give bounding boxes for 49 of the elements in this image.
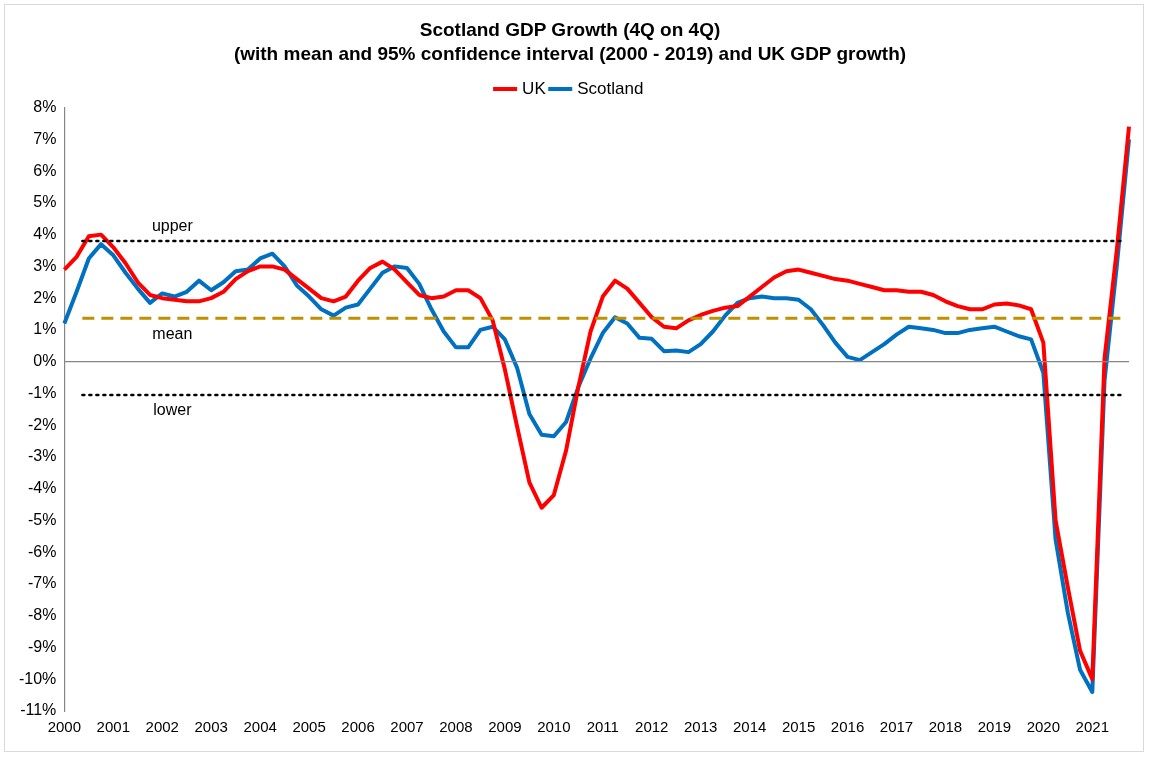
- x-tick-label: 2006: [341, 718, 375, 736]
- x-tick-label: 2013: [684, 718, 718, 736]
- ref-line-label: upper: [151, 217, 194, 235]
- x-tick-label: 2014: [732, 718, 767, 736]
- x-tick-label: 2000: [47, 718, 82, 736]
- y-tick-label: -3%: [27, 447, 57, 465]
- y-tick-label: -7%: [27, 574, 57, 592]
- x-tick-label: 2016: [830, 718, 865, 736]
- ref-line-label: lower: [153, 401, 193, 419]
- ref-line-label: mean: [152, 324, 193, 342]
- y-tick-label: -1%: [27, 383, 57, 401]
- x-tick-label: 2012: [635, 718, 669, 736]
- y-tick-label: -6%: [27, 542, 57, 560]
- y-tick-label: 5%: [33, 193, 57, 211]
- x-tick-label: 2017: [879, 718, 914, 736]
- y-tick-label: -2%: [27, 415, 57, 433]
- legend-label: Scotland: [577, 78, 644, 98]
- legend-label: UK: [522, 78, 547, 98]
- y-tick-label: 6%: [33, 161, 57, 179]
- x-tick-label: 2018: [928, 718, 963, 736]
- y-tick-label: 0%: [33, 352, 57, 370]
- chart-title: Scotland GDP Growth (4Q on 4Q): [419, 18, 721, 40]
- x-tick-label: 2019: [977, 718, 1012, 736]
- y-tick-label: -4%: [27, 479, 57, 497]
- x-tick-label: 2021: [1075, 718, 1109, 736]
- chart-subtitle: (with mean and 95% confidence interval (2000 - 2019) and UK GDP growth): [233, 43, 907, 65]
- y-tick-label: 1%: [33, 320, 57, 338]
- x-tick-label: 2015: [781, 718, 816, 736]
- x-tick-label: 2001: [96, 718, 130, 736]
- y-tick-label: -10%: [18, 669, 57, 687]
- y-tick-label: -9%: [27, 637, 57, 655]
- x-tick-label: 2004: [243, 718, 277, 736]
- x-tick-label: 2007: [390, 718, 424, 736]
- y-tick-label: -8%: [27, 606, 57, 624]
- y-tick-label: 8%: [33, 98, 57, 116]
- y-tick-label: 2%: [33, 288, 57, 306]
- x-tick-label: 2009: [488, 718, 522, 736]
- y-tick-label: -5%: [27, 510, 57, 528]
- x-tick-label: 2020: [1026, 718, 1061, 736]
- y-tick-label: 7%: [33, 129, 57, 147]
- x-tick-label: 2008: [439, 718, 473, 736]
- y-tick-label: 4%: [33, 225, 57, 243]
- x-tick-label: 2011: [586, 718, 619, 736]
- x-tick-label: 2010: [537, 718, 571, 736]
- y-tick-label: 3%: [33, 256, 57, 274]
- y-tick-label: -11%: [20, 701, 57, 719]
- x-tick-label: 2005: [292, 718, 326, 736]
- x-tick-label: 2003: [194, 718, 228, 736]
- x-tick-label: 2002: [145, 718, 179, 736]
